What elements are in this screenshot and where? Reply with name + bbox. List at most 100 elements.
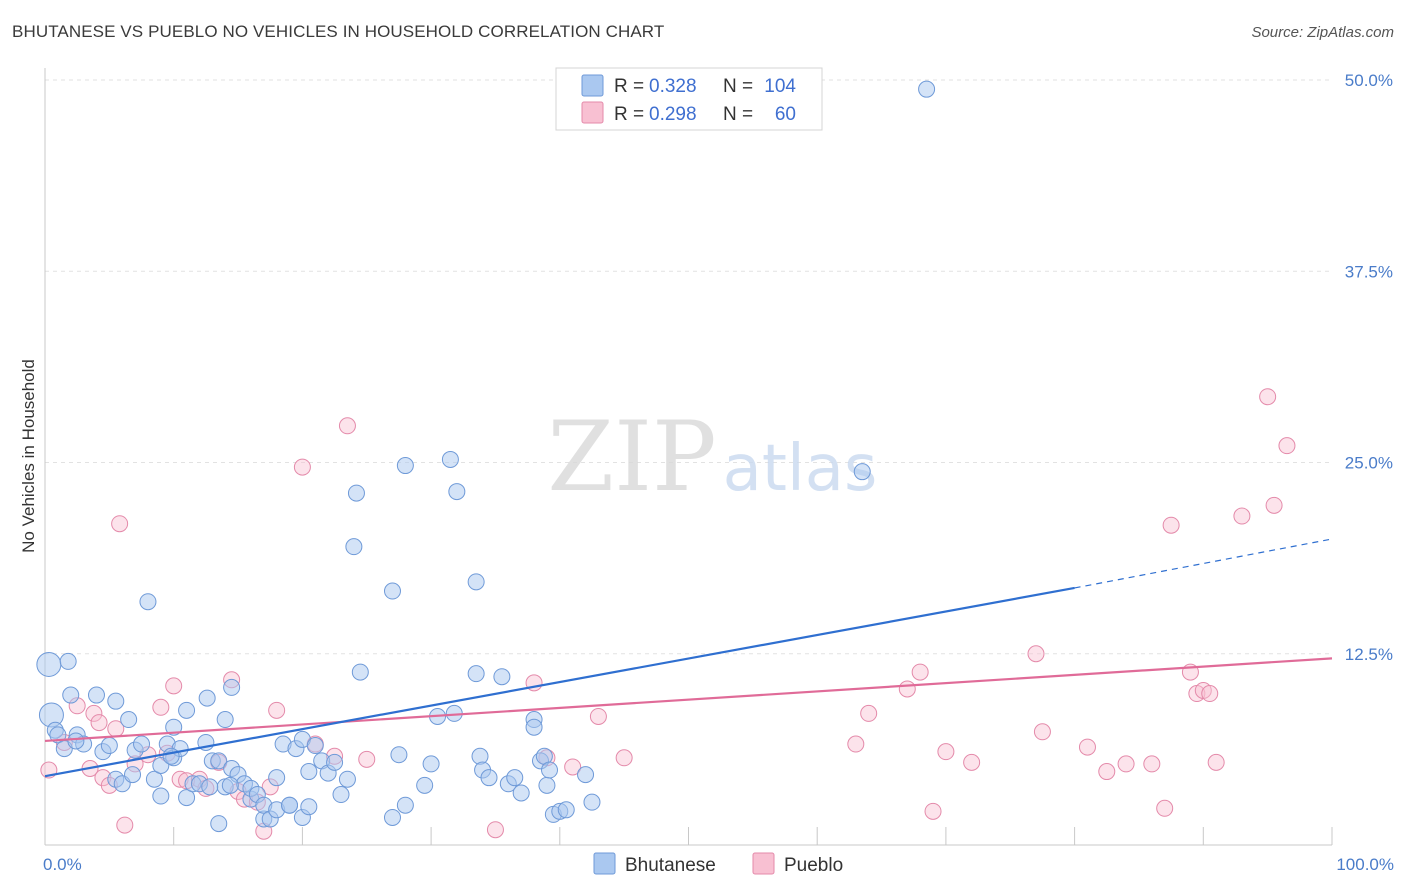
- bhutanese-point-9: [87, 686, 105, 704]
- bhutanese-point-87: [525, 718, 543, 736]
- y-tick-label-1: 25.0%: [1345, 454, 1393, 473]
- bhutanese-point-51: [281, 796, 299, 814]
- bhutanese-point-69: [396, 796, 414, 814]
- pueblo-trend-line: [44, 657, 1333, 743]
- pueblo-point-60: [1259, 388, 1277, 406]
- bhutanese-point-18: [139, 593, 157, 611]
- pueblo-point-48: [1078, 738, 1096, 756]
- y-tick-label-3: 50.0%: [1345, 71, 1393, 90]
- bhutanese-point-48: [268, 769, 286, 787]
- bhutanese-point-91: [541, 761, 559, 779]
- pueblo-point-41: [898, 680, 916, 698]
- bottom-legend-swatch-pueblo: [752, 852, 775, 875]
- legend-n-value-bhutanese: 104: [764, 76, 796, 97]
- bhutanese-point-68: [390, 746, 408, 764]
- bhutanese-point-98: [918, 80, 936, 98]
- pueblo-point-58: [1207, 753, 1225, 771]
- bhutanese-point-97: [853, 463, 871, 481]
- bhutanese-point-61: [332, 786, 350, 804]
- bhutanese-point-81: [480, 769, 498, 787]
- pueblo-point-36: [564, 758, 582, 776]
- legend-r-label-pueblo: R =: [614, 104, 644, 125]
- y-tick-label-0: 12.5%: [1345, 645, 1393, 664]
- pueblo-point-47: [1033, 723, 1051, 741]
- bhutanese-point-56: [300, 763, 318, 781]
- y-tick-label-2: 37.5%: [1345, 262, 1393, 281]
- bhutanese-point-12: [107, 692, 125, 710]
- pueblo-point-45: [963, 753, 981, 771]
- bhutanese-point-23: [165, 718, 183, 736]
- bhutanese-points: [36, 80, 936, 833]
- pueblo-point-4: [85, 704, 103, 722]
- pueblo-point-38: [615, 749, 633, 767]
- pueblo-point-46: [1027, 645, 1045, 663]
- pueblo-point-51: [1143, 755, 1161, 773]
- bhutanese-point-71: [416, 776, 434, 794]
- grid-lines: [45, 79, 1332, 655]
- chart-source: Source: ZipAtlas.com: [1251, 24, 1394, 41]
- bhutanese-point-101: [162, 747, 180, 765]
- bhutanese-point-94: [557, 801, 575, 819]
- legend-n-label-bhutanese: N =: [723, 76, 753, 97]
- pueblo-point-37: [589, 707, 607, 725]
- correlation-legend: R = 0.328 N = 104 R = 0.298 N = 60: [555, 67, 823, 131]
- bhutanese-point-64: [347, 484, 365, 502]
- bhutanese-point-70: [396, 457, 414, 475]
- pueblo-point-28: [293, 458, 311, 476]
- bhutanese-point-21: [152, 787, 170, 805]
- bhutanese-point-82: [493, 668, 511, 686]
- pueblo-point-27: [268, 701, 286, 719]
- bhutanese-point-60: [326, 753, 344, 771]
- legend-swatch-pueblo: [581, 101, 604, 124]
- chart-title: BHUTANESE VS PUEBLO NO VEHICLES IN HOUSE…: [12, 22, 665, 41]
- pueblo-point-9: [111, 515, 129, 533]
- pueblo-point-33: [486, 821, 504, 839]
- bhutanese-point-66: [383, 582, 401, 600]
- x-axis-ticks: [173, 827, 1333, 845]
- legend-r-value-pueblo: 0.298: [649, 104, 697, 125]
- bhutanese-point-65: [351, 663, 369, 681]
- pueblo-point-40: [860, 704, 878, 722]
- pueblo-point-31: [338, 417, 356, 435]
- legend-r-value-bhutanese: 0.328: [649, 76, 697, 97]
- bhutanese-point-32: [198, 689, 216, 707]
- bhutanese-point-100: [201, 778, 219, 796]
- legend-n-value-pueblo: 60: [775, 104, 796, 125]
- bottom-legend-label-bhutanese: Bhutanese: [625, 855, 716, 876]
- watermark-atlas: atlas: [723, 432, 878, 506]
- bhutanese-point-103: [67, 732, 85, 750]
- bottom-legend-swatch-bhutanese: [593, 852, 616, 875]
- pueblo-point-5: [90, 714, 108, 732]
- pueblo-point-43: [924, 802, 942, 820]
- pueblo-point-50: [1117, 755, 1135, 773]
- bhutanese-trend-line: [44, 586, 1075, 778]
- bhutanese-point-72: [422, 755, 440, 773]
- bottom-legend-label-pueblo: Pueblo: [784, 855, 843, 876]
- pueblo-point-10: [116, 816, 134, 834]
- bhutanese-point-76: [448, 483, 466, 501]
- watermark-zip: ZIP: [547, 401, 716, 513]
- bhutanese-point-77: [467, 573, 485, 591]
- pueblo-point-49: [1098, 763, 1116, 781]
- legend-swatch-bhutanese: [581, 74, 604, 97]
- bhutanese-point-19: [145, 770, 163, 788]
- bhutanese-point-90: [538, 776, 556, 794]
- bhutanese-point-102: [124, 766, 142, 784]
- y-axis-label: No Vehicles in Household: [19, 359, 38, 553]
- pueblo-point-13: [152, 698, 170, 716]
- bhutanese-point-0: [36, 651, 62, 677]
- bhutanese-point-34: [210, 815, 228, 833]
- bhutanese-point-78: [467, 665, 485, 683]
- bhutanese-point-55: [300, 798, 318, 816]
- pueblo-point-57: [1201, 685, 1219, 703]
- trend-lines: [44, 538, 1333, 778]
- pueblo-point-61: [1265, 496, 1283, 514]
- bhutanese-point-5: [59, 652, 77, 670]
- pueblo-point-53: [1162, 516, 1180, 534]
- bhutanese-point-99: [221, 776, 239, 794]
- bhutanese-point-85: [512, 784, 530, 802]
- bhutanese-trend-extension: [1074, 538, 1333, 589]
- bhutanese-point-95: [577, 766, 595, 784]
- pueblo-point-59: [1233, 507, 1251, 525]
- bhutanese-point-74: [441, 450, 459, 468]
